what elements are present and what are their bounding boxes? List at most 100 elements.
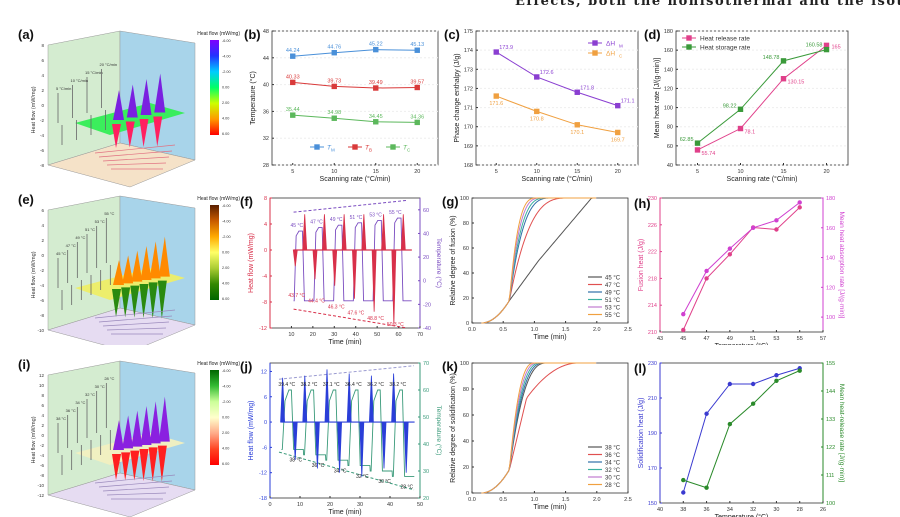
data-point	[797, 205, 802, 210]
z-axis-label: Heat flow (mW/mg)	[31, 86, 37, 133]
colorbar-tick-label: 2.00	[222, 101, 229, 105]
data-point	[774, 378, 779, 384]
data-label: 172.6	[540, 70, 554, 76]
y-tick-label: 80	[463, 387, 469, 393]
z-tick-label: 2	[41, 423, 44, 428]
legend-label: 38 °C	[605, 446, 621, 452]
y-tick-label: 171	[464, 106, 473, 112]
x-axis-label: Scanning rate (°C/min)	[522, 175, 593, 183]
data-label: 171.6	[489, 101, 503, 107]
x-tick-label: 2.0	[593, 327, 601, 333]
peak-label-bottom: 48.8 °C	[367, 316, 384, 322]
data-point	[615, 102, 621, 109]
y2-tick-label: 133	[826, 417, 835, 423]
series-line-36C	[481, 362, 597, 494]
data-point	[694, 140, 701, 146]
heat-flow-peak-up	[324, 369, 330, 423]
surface-peak-down	[139, 284, 149, 318]
heat-flow-peak-down	[352, 249, 357, 299]
z-tick-label: -2	[40, 443, 44, 448]
heat-flow-peak-down	[292, 249, 298, 267]
colorbar-tick-label: -2.00	[222, 70, 231, 74]
data-point	[290, 53, 296, 59]
data-point	[574, 122, 580, 128]
legend-label: 45 °C	[605, 276, 621, 282]
floor-projection-line	[98, 480, 173, 488]
z-tick-label: -8	[40, 473, 44, 478]
surface-peak-down	[157, 445, 167, 482]
panel-label-l: (l)	[634, 361, 646, 376]
colorbar-tick-label: 4.00	[222, 282, 229, 286]
legend-sub: M	[619, 44, 623, 49]
colorbar-title: Heat flow (mW/mg)	[197, 361, 240, 367]
surface-peak-up	[140, 79, 152, 115]
y-tick-label: 0	[264, 248, 267, 254]
z-tick-label: 6	[41, 58, 44, 63]
z-tick-label: 2	[41, 88, 44, 93]
legend-marker	[352, 144, 358, 150]
panel-label-i: (i)	[18, 357, 30, 372]
y2-tick-label: 40	[423, 442, 429, 448]
x-tick-label: 1.0	[531, 497, 539, 503]
surface-peak-down	[153, 116, 163, 147]
curve-annotation: 30 °C	[95, 384, 105, 389]
y-tick-label: 190	[648, 431, 657, 437]
y-tick-label: 168	[464, 163, 473, 169]
heat-flow-peak-down	[391, 249, 397, 325]
x-tick-label: 10	[288, 332, 294, 338]
floor-projection-line	[98, 315, 173, 323]
y2-axis-label: Mean heat-release rate [J/(g·min)]	[838, 384, 845, 482]
colorbar-tick-label: -4.00	[222, 220, 231, 224]
peak-label-bottom: 50.3 °C	[387, 322, 404, 328]
peak-label-top: 45 °C	[291, 223, 304, 229]
data-label: 98.22	[723, 103, 737, 109]
y-tick-label: 6	[264, 395, 267, 401]
x-tick-label: 36	[704, 507, 710, 513]
x-tick-label: 70	[417, 332, 423, 338]
x-tick-label: 15	[780, 169, 786, 175]
heat-flow-peak-up	[381, 214, 386, 251]
page-caption: Effects, both the nonisothermal and the …	[515, 0, 900, 9]
z-tick-label: 8	[41, 43, 44, 48]
y2-axis-label: Temperature (°C)	[435, 238, 443, 288]
heat-flow-peak-up	[280, 377, 286, 423]
data-point	[774, 373, 779, 378]
curve-annotation: 36 °C	[66, 408, 76, 413]
legend-label-ΔH_M: ΔH	[606, 41, 615, 48]
z-tick-label: 8	[41, 393, 44, 398]
x-axis-label: Temperature (°C)	[715, 513, 769, 517]
legend-label: 55 °C	[605, 313, 621, 319]
heat-flow-peak-down	[371, 249, 377, 312]
legend-label: 47 °C	[605, 283, 621, 289]
y2-tick-label: 100	[826, 315, 835, 321]
legend-label: 34 °C	[605, 461, 621, 467]
data-point	[727, 252, 733, 257]
legend-label: 53 °C	[605, 306, 621, 312]
y-tick-label: 175	[464, 29, 473, 35]
surface-peak-up	[158, 236, 170, 277]
data-point	[797, 368, 802, 373]
surface-peak-up	[158, 396, 170, 442]
data-point	[704, 411, 709, 416]
heat-flow-peak-up	[322, 214, 327, 251]
x-tick-label: 34	[727, 507, 733, 513]
y-tick-label: 120	[664, 86, 673, 92]
y2-tick-label: 50	[423, 415, 429, 421]
y-tick-label: 100	[664, 106, 673, 112]
legend-marker	[592, 40, 598, 46]
y2-tick-label: 30	[423, 469, 429, 475]
z-tick-label: 6	[41, 208, 44, 213]
x-tick-label: 0.5	[499, 327, 507, 333]
z-axis-label: Heat flow (mW/mg)	[31, 251, 37, 298]
peak-label-top: 38.2 °C	[301, 382, 318, 388]
colorbar-title: Heat flow (mW/mg)	[197, 196, 240, 202]
x-tick-label: 30	[773, 507, 779, 513]
y2-axis-label: Temperature (°C)	[435, 406, 443, 456]
series-line-Solidification-heat	[682, 367, 800, 493]
curve-annotation: 49 °C	[75, 235, 85, 240]
legend-label: 32 °C	[605, 468, 621, 474]
z-tick-label: -8	[40, 163, 44, 168]
x-tick-label: 60	[396, 332, 402, 338]
y-tick-label: 230	[648, 361, 657, 367]
z-tick-label: -6	[40, 148, 44, 153]
